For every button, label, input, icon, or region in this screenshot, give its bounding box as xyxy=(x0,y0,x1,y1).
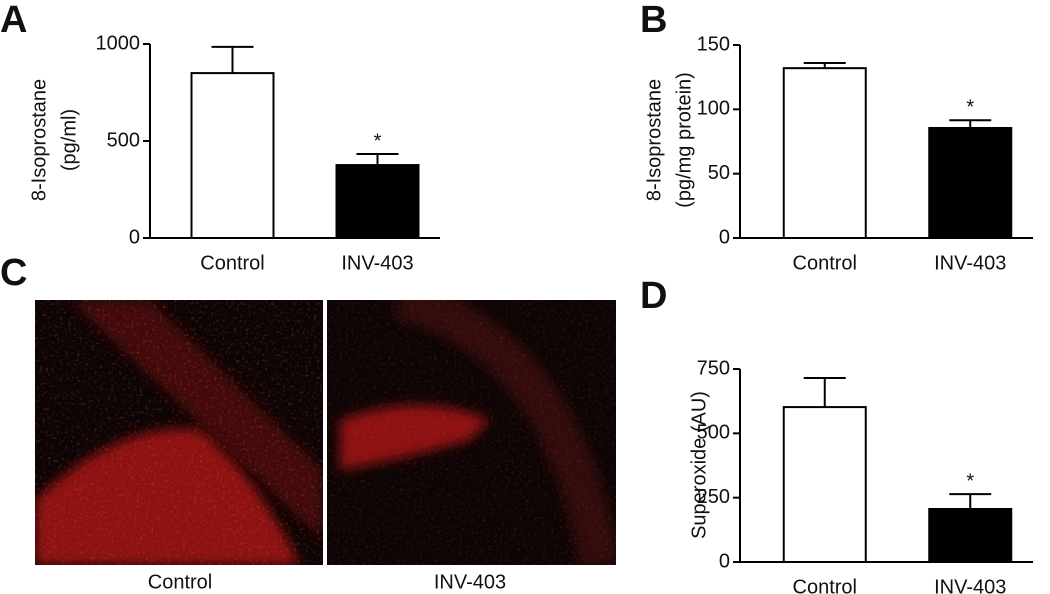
chart-panel: 0 250 500 750 Superoxide (AU) D Control INV-403… xyxy=(640,275,1033,594)
y-tick-label: 0 xyxy=(129,226,140,248)
x-tick-label: INV-403 xyxy=(341,252,413,274)
micrograph-inv403 xyxy=(327,300,616,565)
bar xyxy=(782,406,867,563)
chart-panel: 0 50 100 150 8-Isoprostane (pg/mg protein) B Co… xyxy=(640,0,1033,274)
micrograph-control xyxy=(35,300,323,565)
bar xyxy=(190,72,275,239)
y-tick-label: 500 xyxy=(697,422,730,444)
y-tick-label: 0 xyxy=(719,226,730,248)
y-axis-label: (pg/mg protein) xyxy=(673,72,695,208)
y-tick-label: 500 xyxy=(107,129,140,151)
significance-mark: * xyxy=(374,130,382,152)
y-tick-label: 1000 xyxy=(96,32,141,54)
y-axis-label: 8-Isoprostane xyxy=(28,79,50,201)
y-axis-label: (pg/ml) xyxy=(58,109,80,171)
panel-letter: C xyxy=(0,252,27,294)
bar xyxy=(928,507,1013,563)
y-tick-label: 100 xyxy=(697,98,730,120)
significance-mark: * xyxy=(966,470,974,492)
y-tick-label: 750 xyxy=(697,357,730,379)
y-tick-label: 50 xyxy=(708,162,730,184)
significance-mark: * xyxy=(966,97,974,119)
bar xyxy=(928,126,1013,239)
panel-letter: B xyxy=(640,0,667,41)
panel-letter: D xyxy=(640,275,667,317)
y-axis-label: Superoxide (AU) xyxy=(688,391,710,539)
caption: Control xyxy=(148,571,212,593)
y-axis-label: 8-Isoprostane xyxy=(643,79,665,201)
x-tick-label: Control xyxy=(793,576,857,594)
panel-letter: A xyxy=(0,0,27,41)
micrograph-panel: C Control INV-403 xyxy=(0,252,616,593)
y-tick-label: 250 xyxy=(697,486,730,508)
x-tick-label: Control xyxy=(793,252,857,274)
x-tick-label: Control xyxy=(200,252,264,274)
y-tick-label: 0 xyxy=(719,550,730,572)
caption: INV-403 xyxy=(434,571,506,593)
chart-panel: 0 500 1000 8-Isoprostane (pg/ml) A Control INV-… xyxy=(0,0,440,274)
y-tick-label: 150 xyxy=(697,33,730,55)
x-tick-label: INV-403 xyxy=(934,576,1006,594)
bar xyxy=(782,67,867,239)
x-tick-label: INV-403 xyxy=(934,252,1006,274)
bar xyxy=(335,164,420,239)
